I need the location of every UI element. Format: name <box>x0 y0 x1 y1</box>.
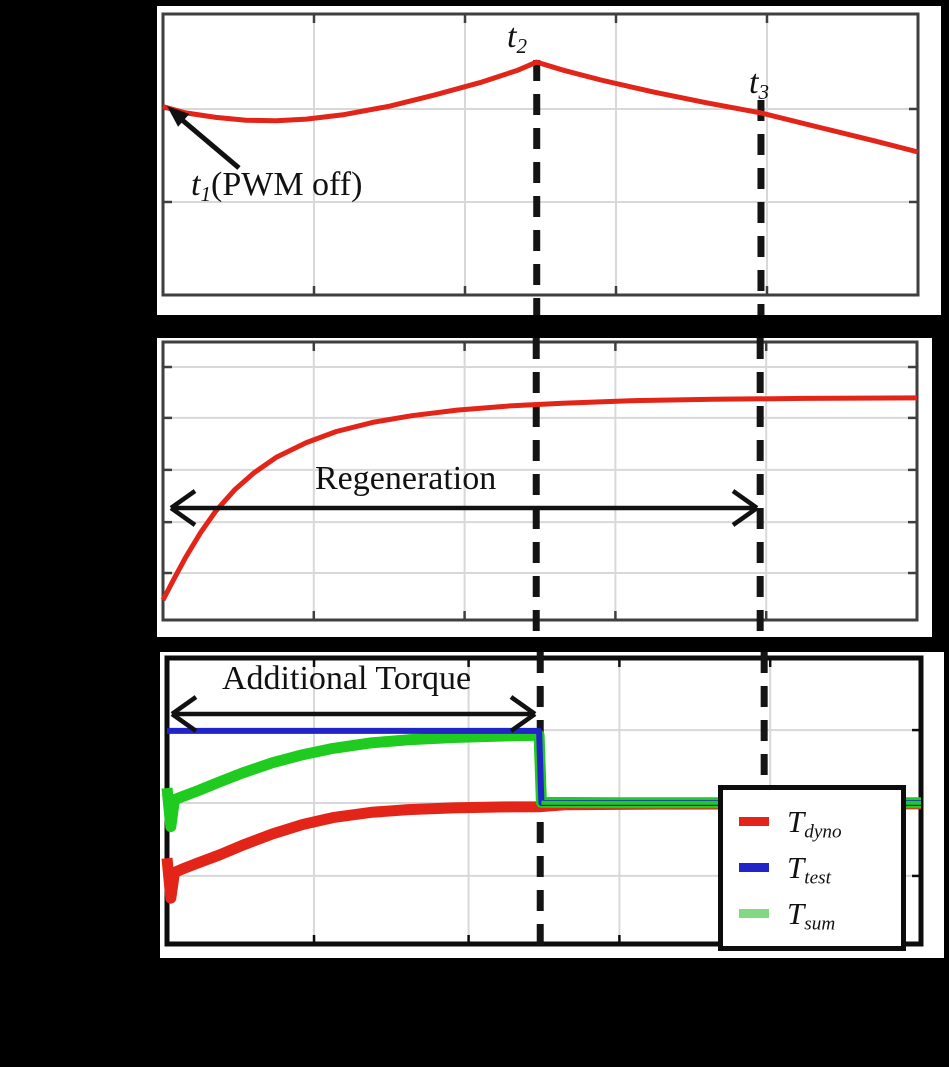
legend-label-ttest: Ttest <box>787 849 831 888</box>
legend-swatch-blue <box>739 862 769 872</box>
legend-swatch-red <box>739 816 769 826</box>
top-plot-panel: t2 t3 t1(PWM off) <box>157 6 941 315</box>
series-speed-curve <box>162 59 919 155</box>
additional-torque-label: Additional Torque <box>222 660 472 697</box>
legend-item-tdyno: Tdyno <box>739 798 891 844</box>
legend-item-ttest: Ttest <box>739 844 891 890</box>
t1-arrow-head <box>167 106 190 127</box>
regeneration-label: Regeneration <box>315 460 497 497</box>
legend-label-tsum: Tsum <box>787 895 836 934</box>
bottom-plot-canvas <box>161 652 924 958</box>
middle-plot-canvas <box>160 338 919 637</box>
bottom-plot-panel: Additional Torque Tdyno Ttest Tsum <box>160 652 944 958</box>
t2-marker-label: t2 <box>507 18 527 58</box>
t1-pwm-off-label: t1(PWM off) <box>191 166 363 206</box>
legend-label-tdyno: Tdyno <box>787 803 842 842</box>
middle-plot-panel: Regeneration <box>157 338 932 637</box>
t3-marker-label: t3 <box>749 64 769 104</box>
legend: Tdyno Ttest Tsum <box>718 785 906 951</box>
legend-swatch-green <box>739 908 769 918</box>
legend-item-tsum: Tsum <box>739 890 891 936</box>
series-regeneration-curve <box>160 395 918 602</box>
top-plot-canvas <box>161 12 920 315</box>
